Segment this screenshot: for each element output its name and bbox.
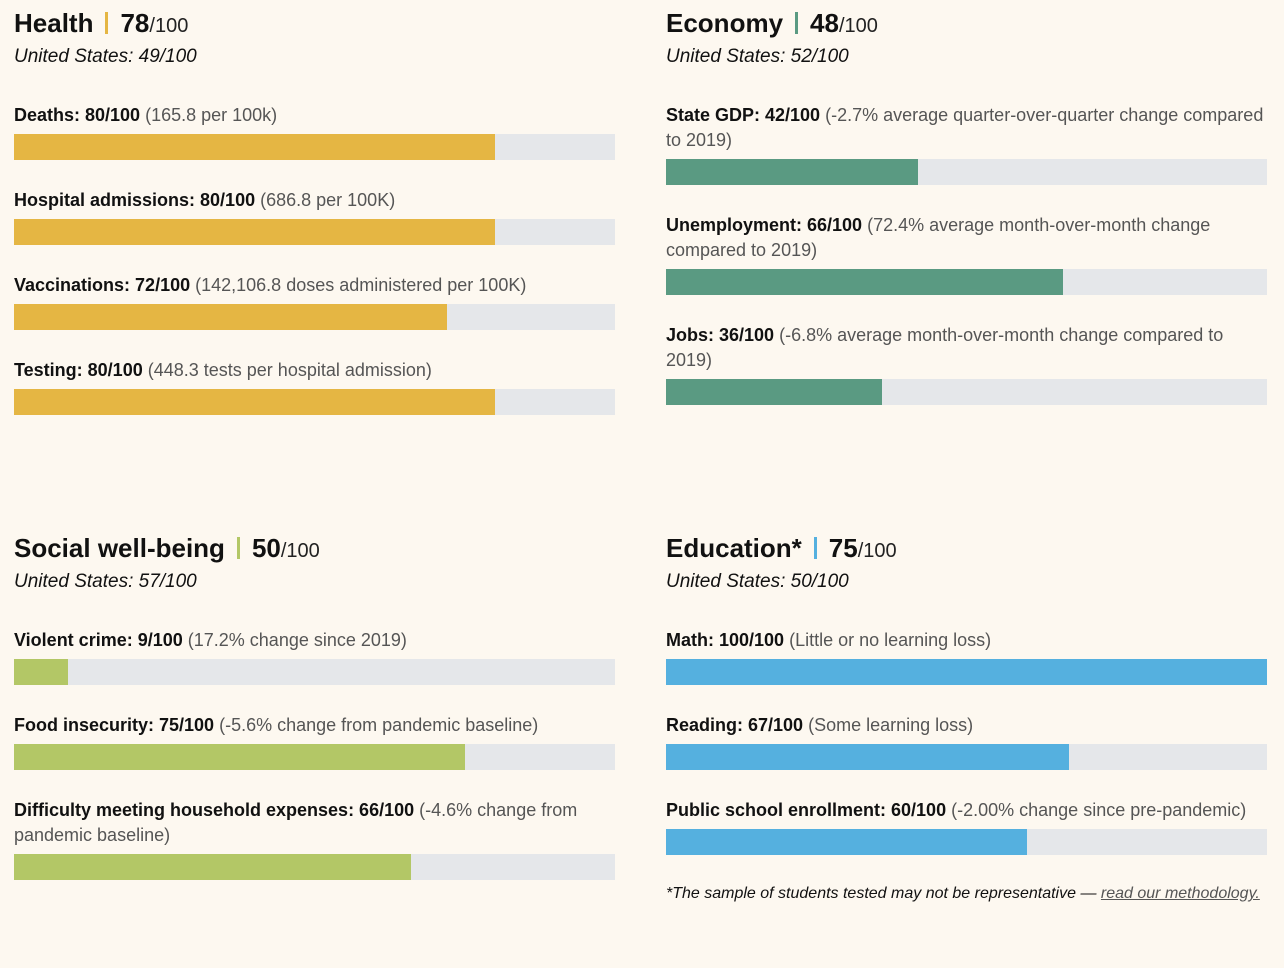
panel-title: Economy bbox=[666, 8, 784, 38]
panel-header: Health 78/100 bbox=[14, 5, 615, 41]
metric-label: Testing: 80/100 (448.3 tests per hospita… bbox=[14, 358, 615, 383]
metric-name: Reading: 67/100 bbox=[666, 715, 804, 735]
bar bbox=[14, 134, 495, 160]
bar bbox=[666, 159, 919, 185]
score-suffix: /100 bbox=[280, 540, 320, 562]
metric-detail: (-2.7% average quarter-over-quarter chan… bbox=[666, 105, 1264, 150]
bar-track bbox=[666, 829, 1267, 855]
bar bbox=[14, 659, 69, 685]
metric-label: Unemployment: 66/100 (72.4% average mont… bbox=[666, 213, 1267, 263]
metric-detail: (-6.8% average month-over-month change c… bbox=[666, 325, 1224, 370]
metric-label: Violent crime: 9/100 (17.2% change since… bbox=[14, 628, 615, 653]
bar-track bbox=[14, 659, 615, 685]
metric-name: Violent crime: 9/100 bbox=[14, 630, 183, 650]
bar bbox=[666, 269, 1063, 295]
panel-score: 48 bbox=[810, 8, 839, 38]
panel-score: 78 bbox=[120, 8, 150, 38]
metric-detail: (-2.00% change since pre-pandemic) bbox=[951, 800, 1247, 820]
bar-track bbox=[14, 389, 615, 415]
us-score: United States: 57/100 bbox=[14, 571, 197, 592]
bar bbox=[14, 304, 447, 330]
bar bbox=[14, 219, 495, 245]
metric-label: Deaths: 80/100 (165.8 per 100k) bbox=[14, 103, 615, 128]
panel-title: Social well-being bbox=[14, 533, 225, 563]
metric-name: Hospital admissions: 80/100 bbox=[14, 190, 256, 210]
metric-label: Food insecurity: 75/100 (-5.6% change fr… bbox=[14, 713, 615, 738]
score-suffix: /100 bbox=[857, 540, 897, 562]
bar-track bbox=[666, 269, 1267, 295]
metric-name: Unemployment: 66/100 bbox=[666, 215, 863, 235]
score-suffix: /100 bbox=[838, 15, 878, 37]
panel-title: Education* bbox=[666, 533, 802, 563]
metric-label: Math: 100/100 (Little or no learning los… bbox=[666, 628, 1267, 653]
footnote-text: *The sample of students tested may not b… bbox=[666, 885, 1097, 902]
bar bbox=[666, 744, 1069, 770]
methodology-link[interactable]: read our methodology. bbox=[1100, 885, 1260, 902]
separator bbox=[813, 537, 817, 559]
metric-name: Jobs: 36/100 bbox=[666, 325, 775, 345]
bar-track bbox=[14, 854, 615, 880]
metric-detail: (142,106.8 doses administered per 100K) bbox=[195, 275, 527, 295]
metric-label: Public school enrollment: 60/100 (-2.00%… bbox=[666, 798, 1267, 823]
metric-detail: (-5.6% change from pandemic baseline) bbox=[219, 715, 539, 735]
metric-detail: (-4.6% change from pandemic baseline) bbox=[14, 800, 578, 845]
separator bbox=[236, 537, 240, 559]
bar bbox=[666, 659, 1267, 685]
metric-label: Vaccinations: 72/100 (142,106.8 doses ad… bbox=[14, 273, 615, 298]
metric-detail: (Little or no learning loss) bbox=[789, 630, 992, 650]
score-suffix: /100 bbox=[149, 15, 189, 37]
metric-detail: (17.2% change since 2019) bbox=[187, 630, 407, 650]
bar-track bbox=[666, 659, 1267, 685]
metric-label: Difficulty meeting household expenses: 6… bbox=[14, 798, 615, 848]
metric-label: Hospital admissions: 80/100 (686.8 per 1… bbox=[14, 188, 615, 213]
bar bbox=[14, 744, 465, 770]
panel-score: 50 bbox=[251, 533, 281, 563]
metric-label: Reading: 67/100 (Some learning loss) bbox=[666, 713, 1267, 738]
metric-detail: (Some learning loss) bbox=[808, 715, 974, 735]
panel: Education* 75/100 United States: 50/100 Mat… bbox=[666, 525, 1267, 907]
bar bbox=[14, 854, 411, 880]
metric-detail: (165.8 per 100k) bbox=[145, 105, 278, 125]
metric-name: Public school enrollment: 60/100 bbox=[666, 800, 947, 820]
bar-track bbox=[14, 304, 615, 330]
panel: Economy 48/100 United States: 52/100 State … bbox=[666, 0, 1267, 433]
separator bbox=[795, 12, 799, 34]
metric-name: Food insecurity: 75/100 bbox=[14, 715, 215, 735]
metric-name: Deaths: 80/100 bbox=[14, 105, 141, 125]
panel: Health 78/100 United States: 49/100 Deaths:… bbox=[14, 0, 615, 443]
bar-track bbox=[14, 744, 615, 770]
bar bbox=[666, 379, 883, 405]
metric-name: Testing: 80/100 bbox=[14, 360, 143, 380]
panel-header: Education* 75/100 bbox=[666, 530, 1267, 566]
us-score: United States: 52/100 bbox=[666, 46, 849, 67]
metric-label: Jobs: 36/100 (-6.8% average month-over-m… bbox=[666, 323, 1267, 373]
bar-track bbox=[14, 134, 615, 160]
metric-name: Vaccinations: 72/100 bbox=[14, 275, 191, 295]
metric-name: State GDP: 42/100 bbox=[666, 105, 821, 125]
panel-header: Economy 48/100 bbox=[666, 5, 1267, 41]
panel-title: Health bbox=[14, 8, 94, 38]
separator bbox=[105, 12, 109, 34]
metric-detail: (448.3 tests per hospital admission) bbox=[147, 360, 432, 380]
metric-detail: (686.8 per 100K) bbox=[260, 190, 396, 210]
us-score: United States: 49/100 bbox=[14, 46, 197, 67]
bar-track bbox=[666, 159, 1267, 185]
panel-score: 75 bbox=[828, 533, 858, 563]
us-score: United States: 50/100 bbox=[666, 571, 849, 592]
bar bbox=[14, 389, 495, 415]
metric-name: Math: 100/100 bbox=[666, 630, 785, 650]
panel: Social well-being 50/100 United States: 57… bbox=[14, 525, 615, 908]
bar bbox=[666, 829, 1027, 855]
panel-header: Social well-being 50/100 bbox=[14, 530, 615, 566]
metric-label: State GDP: 42/100 (-2.7% average quarter… bbox=[666, 103, 1267, 153]
metric-detail: (72.4% average month-over-month change c… bbox=[666, 215, 1211, 260]
bar-track bbox=[666, 379, 1267, 405]
bar-track bbox=[666, 744, 1267, 770]
bar-track bbox=[14, 219, 615, 245]
metric-name: Difficulty meeting household expenses: 6… bbox=[14, 800, 415, 820]
footnote: *The sample of students tested may not b… bbox=[666, 881, 1267, 907]
